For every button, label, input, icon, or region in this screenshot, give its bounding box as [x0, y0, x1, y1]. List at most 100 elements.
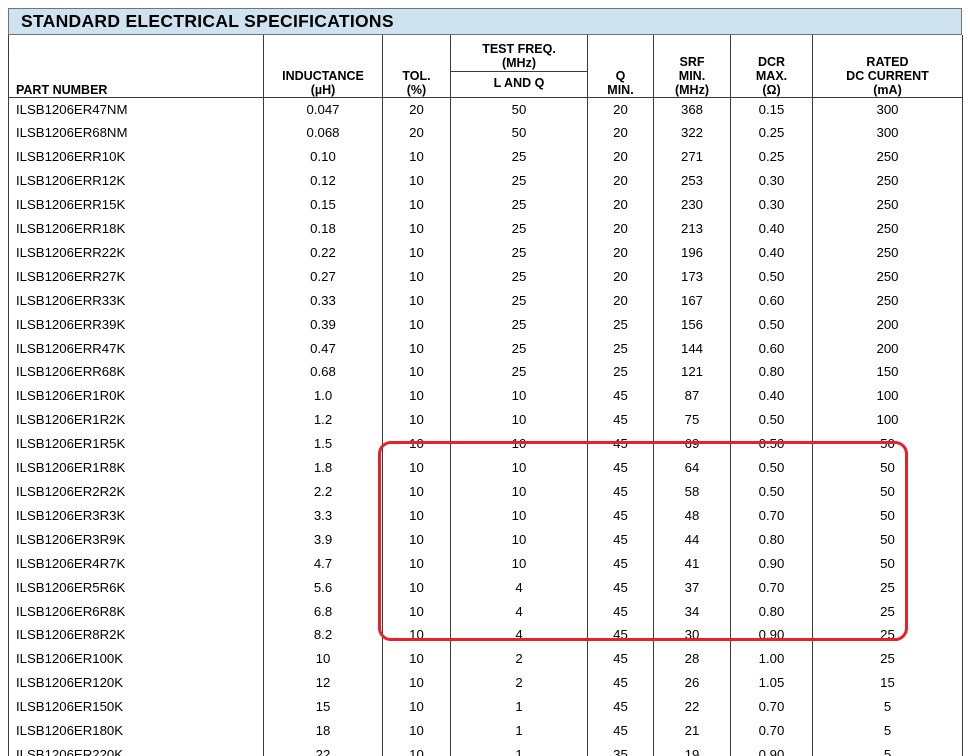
cell-rated-dc-current: 25 [812, 623, 963, 648]
table-row: ILSB1206ERR39K 0.39 10 25 25 156 0.50 200 [8, 312, 963, 337]
cell-inductance: 6.8 [263, 599, 383, 624]
cell-part-number: ILSB1206ER6R8K [8, 599, 264, 624]
cell-rated-dc-current: 25 [812, 599, 963, 624]
inductance-header-line2: (µH) [310, 82, 336, 97]
tolerance-header-line2: (%) [406, 82, 427, 97]
cell-tolerance: 10 [382, 432, 451, 457]
cell-part-number: ILSB1206ERR39K [8, 312, 264, 337]
column-header-part-number: PART NUMBER [8, 35, 264, 98]
cell-test-frequency: 25 [450, 145, 588, 170]
cell-test-frequency: 25 [450, 240, 588, 265]
table-row: ILSB1206ER180K 18 10 1 45 21 0.70 5 [8, 719, 963, 743]
cell-tolerance: 10 [382, 217, 451, 241]
cell-part-number: ILSB1206ER100K [8, 647, 264, 672]
rated-header-line2: DC CURRENT [846, 68, 929, 83]
dcr-header-line1: DCR [757, 54, 786, 69]
cell-dcr-max: 0.50 [730, 408, 813, 433]
cell-test-frequency: 1 [450, 719, 588, 743]
cell-inductance: 22 [263, 742, 383, 756]
cell-rated-dc-current: 50 [812, 456, 963, 480]
cell-q-min: 45 [587, 719, 654, 743]
cell-q-min: 20 [587, 193, 654, 218]
cell-tolerance: 10 [382, 599, 451, 624]
cell-part-number: ILSB1206ER1R8K [8, 456, 264, 480]
cell-part-number: ILSB1206ER1R2K [8, 408, 264, 433]
cell-test-frequency: 4 [450, 575, 588, 600]
cell-srf-min: 37 [653, 575, 731, 600]
rated-header-line3: (mA) [873, 82, 902, 97]
q-min-header-line2: MIN. [607, 82, 634, 97]
table-row: ILSB1206ER1R5K 1.5 10 10 45 69 0.50 50 [8, 432, 963, 457]
cell-dcr-max: 0.70 [730, 719, 813, 743]
cell-test-frequency: 4 [450, 599, 588, 624]
cell-srf-min: 69 [653, 432, 731, 457]
cell-part-number: ILSB1206ERR27K [8, 264, 264, 289]
cell-test-frequency: 10 [450, 527, 588, 552]
cell-part-number: ILSB1206ERR47K [8, 336, 264, 361]
cell-srf-min: 44 [653, 527, 731, 552]
cell-srf-min: 368 [653, 97, 731, 122]
srf-header-line1: SRF [679, 54, 705, 69]
cell-rated-dc-current: 250 [812, 169, 963, 194]
cell-q-min: 20 [587, 264, 654, 289]
cell-test-frequency: 25 [450, 360, 588, 385]
cell-q-min: 25 [587, 360, 654, 385]
test-freq-header-line2: (MHz) [501, 55, 536, 70]
cell-tolerance: 10 [382, 169, 451, 194]
cell-dcr-max: 1.05 [730, 671, 813, 696]
table-row: ILSB1206ER5R6K 5.6 10 4 45 37 0.70 25 [8, 575, 963, 600]
cell-part-number: ILSB1206ER68NM [8, 121, 264, 146]
cell-part-number: ILSB1206ER3R3K [8, 503, 264, 528]
column-header-q-min: Q MIN. [587, 35, 654, 98]
cell-q-min: 45 [587, 432, 654, 457]
cell-inductance: 0.68 [263, 360, 383, 385]
cell-test-frequency: 25 [450, 264, 588, 289]
cell-part-number: ILSB1206ERR15K [8, 193, 264, 218]
cell-srf-min: 213 [653, 217, 731, 241]
column-header-srf-min: SRF MIN. (MHz) [653, 35, 731, 98]
table-row: ILSB1206ER3R9K 3.9 10 10 45 44 0.80 50 [8, 527, 963, 552]
cell-part-number: ILSB1206ER2R2K [8, 480, 264, 504]
table-row: ILSB1206ER150K 15 10 1 45 22 0.70 5 [8, 695, 963, 720]
column-header-test-frequency: TEST FREQ. (MHz) [450, 35, 588, 72]
cell-tolerance: 10 [382, 240, 451, 265]
cell-dcr-max: 0.50 [730, 432, 813, 457]
cell-dcr-max: 0.15 [730, 97, 813, 122]
cell-inductance: 0.047 [263, 97, 383, 122]
cell-q-min: 20 [587, 97, 654, 122]
cell-part-number: ILSB1206ER47NM [8, 97, 264, 122]
cell-q-min: 45 [587, 599, 654, 624]
cell-inductance: 4.7 [263, 551, 383, 576]
column-header-rated-dc-current: RATED DC CURRENT (mA) [812, 35, 963, 98]
cell-q-min: 45 [587, 384, 654, 409]
cell-inductance: 15 [263, 695, 383, 720]
cell-inductance: 5.6 [263, 575, 383, 600]
cell-dcr-max: 0.40 [730, 240, 813, 265]
cell-srf-min: 167 [653, 288, 731, 313]
cell-dcr-max: 0.50 [730, 264, 813, 289]
table-body: ILSB1206ER47NM 0.047 20 50 20 368 0.15 300 ILSB1… [8, 97, 963, 756]
table-row: ILSB1206ERR10K 0.10 10 25 20 271 0.25 250 [8, 145, 963, 170]
cell-dcr-max: 0.50 [730, 312, 813, 337]
test-freq-header-line1: TEST FREQ. [482, 41, 556, 56]
cell-q-min: 20 [587, 121, 654, 146]
cell-q-min: 45 [587, 503, 654, 528]
cell-test-frequency: 10 [450, 503, 588, 528]
cell-test-frequency: 1 [450, 742, 588, 756]
cell-dcr-max: 0.90 [730, 623, 813, 648]
cell-test-frequency: 10 [450, 432, 588, 457]
cell-tolerance: 10 [382, 264, 451, 289]
cell-rated-dc-current: 200 [812, 312, 963, 337]
cell-inductance: 0.12 [263, 169, 383, 194]
cell-tolerance: 10 [382, 551, 451, 576]
header-row-group: PART NUMBER INDUCTANCE (µH) TOL. (%) TES… [8, 35, 963, 98]
cell-part-number: ILSB1206ER4R7K [8, 551, 264, 576]
cell-q-min: 20 [587, 288, 654, 313]
cell-dcr-max: 0.30 [730, 193, 813, 218]
cell-srf-min: 121 [653, 360, 731, 385]
cell-tolerance: 10 [382, 503, 451, 528]
cell-srf-min: 58 [653, 480, 731, 504]
cell-rated-dc-current: 50 [812, 480, 963, 504]
cell-srf-min: 64 [653, 456, 731, 480]
cell-inductance: 1.8 [263, 456, 383, 480]
